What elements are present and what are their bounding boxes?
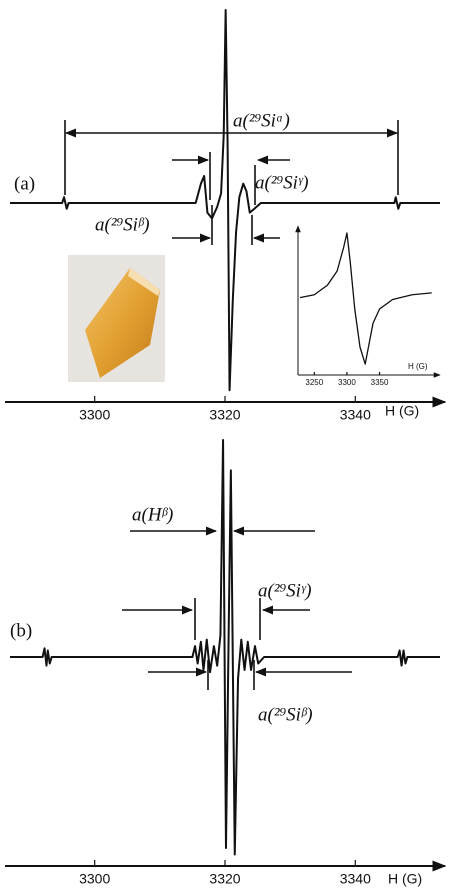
x-tick-label: 3300 bbox=[79, 407, 110, 423]
spectrum-line bbox=[10, 9, 440, 392]
panel-label: (a) bbox=[14, 173, 35, 194]
x-axis-label: H (G) bbox=[408, 362, 428, 371]
x-tick-label: 3320 bbox=[209, 407, 240, 423]
x-tick-label: 3250 bbox=[305, 378, 323, 387]
annotation-arrows bbox=[64, 120, 399, 245]
annotation: a(²⁹Siᵞ) bbox=[258, 580, 312, 601]
annotation: a(²⁹Siᵞ) bbox=[255, 172, 309, 193]
annotation: a(²⁹Siᵝ) bbox=[95, 214, 150, 235]
x-tick-label: 3300 bbox=[338, 378, 356, 387]
x-tick-label: 3340 bbox=[340, 871, 371, 887]
annotation: a(²⁹Siᵝ) bbox=[258, 704, 313, 725]
sample-photo bbox=[68, 255, 165, 382]
x-tick-label: 3320 bbox=[209, 871, 240, 887]
x-tick-label: 3300 bbox=[79, 871, 110, 887]
x-axis-label: H (G) bbox=[385, 403, 419, 419]
annotation: a(Hᵝ) bbox=[132, 504, 173, 525]
annotation-arrows bbox=[122, 526, 352, 690]
spectrum-line bbox=[10, 439, 440, 856]
annotation: a(²⁹Siᵅ) bbox=[233, 110, 290, 131]
panel-label: (b) bbox=[10, 620, 32, 641]
x-tick-label: 3350 bbox=[371, 378, 389, 387]
x-tick-label: 3340 bbox=[340, 407, 371, 423]
x-axis-label: H (G) bbox=[388, 871, 422, 887]
spectrum-line bbox=[299, 232, 432, 365]
